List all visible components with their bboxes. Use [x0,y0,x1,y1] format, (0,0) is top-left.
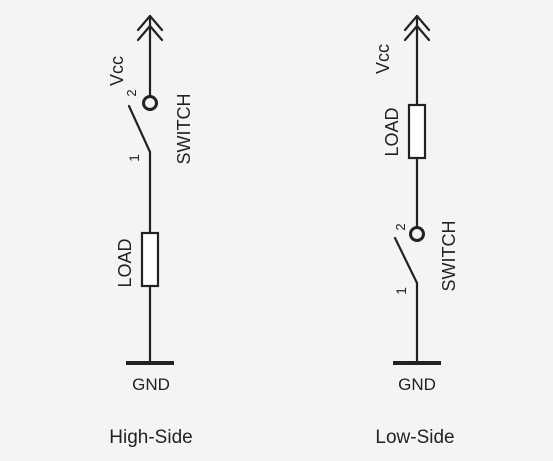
low-side-load-label: LOAD [382,107,402,156]
high-side-load-resistor [140,231,160,288]
low-side-switch-pin1: 1 [393,287,409,295]
low-side-switch-terminal [409,226,425,242]
high-side-load-label: LOAD [115,238,135,287]
low-side-vcc-label: Vcc [373,44,393,74]
high-side-switch-pin2: 2 [124,89,139,96]
high-side-switch-terminal [142,95,158,111]
low-side-circuit: Vcc LOAD 2 1 SWITCH GND Low-Side [373,14,459,448]
high-side-switch-label: SWITCH [174,94,194,165]
low-side-caption: Low-Side [375,427,454,448]
low-side-switch-pin2: 2 [393,223,408,230]
low-side-switch-blade [393,236,419,285]
low-side-gnd-label: GND [398,375,436,394]
high-side-switch-blade [127,104,152,154]
high-side-vcc-label: Vcc [107,56,127,86]
high-side-caption: High-Side [109,427,192,448]
high-side-circuit: Vcc 2 1 SWITCH LOAD GND High-Side [107,14,194,448]
high-side-gnd-label: GND [132,375,170,394]
high-side-switch-pin1: 1 [126,154,142,162]
low-side-switch-label: SWITCH [439,221,459,292]
low-side-load-resistor [407,103,427,160]
